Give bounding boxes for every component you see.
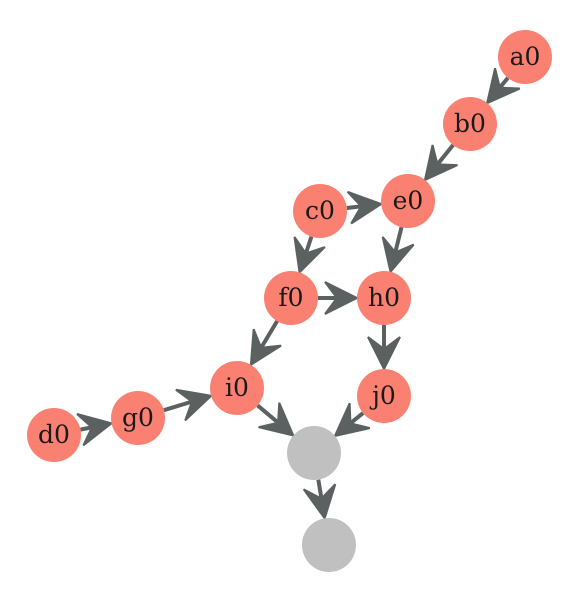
node-b0: b0 — [443, 97, 497, 151]
edge-f0-to-i0 — [249, 320, 282, 367]
node-label: j0 — [369, 381, 396, 410]
node-i0: i0 — [210, 361, 264, 415]
node-label: h0 — [368, 283, 400, 312]
anonymous-node — [302, 518, 356, 572]
node-circle — [111, 391, 165, 445]
node-label: g0 — [122, 403, 154, 432]
node-a0: a0 — [498, 30, 552, 84]
node-h0: h0 — [357, 271, 411, 325]
node-circle — [381, 174, 435, 228]
edge-c0-to-f0 — [293, 235, 326, 275]
node-circle — [210, 361, 264, 415]
node-circle — [302, 518, 356, 572]
edge-a0-to-b0 — [485, 68, 521, 105]
arrowhead-icon — [346, 190, 384, 225]
node-circle — [27, 408, 81, 462]
edge-h0-to-j0 — [367, 325, 401, 372]
edge-e0-to-h0 — [381, 226, 415, 274]
node-circle — [357, 271, 411, 325]
edge-j0-to-n1 — [333, 402, 371, 438]
node-label: b0 — [454, 109, 486, 138]
node-circle — [498, 30, 552, 84]
edge-d0-to-g0 — [76, 413, 114, 447]
arrowhead-icon — [258, 402, 296, 438]
edge-c0-to-e0 — [346, 190, 384, 225]
node-label: i0 — [225, 373, 249, 402]
node-label: e0 — [393, 186, 424, 215]
arrowhead-icon — [293, 236, 326, 275]
node-e0: e0 — [381, 174, 435, 228]
node-d0: d0 — [27, 408, 81, 462]
node-circle — [293, 184, 347, 238]
arrowhead-icon — [302, 483, 337, 521]
nodes-layer: a0 b0 e0 c0 f0 h0 i0 j0 g0 d0 — [27, 30, 552, 572]
node-c0: c0 — [293, 184, 347, 238]
anonymous-node — [287, 426, 341, 480]
node-circle — [287, 426, 341, 480]
edge-n1-to-n2 — [302, 479, 337, 521]
node-circle — [443, 97, 497, 151]
node-label: d0 — [38, 420, 70, 449]
node-label: c0 — [305, 196, 335, 225]
arrowhead-icon — [249, 328, 282, 367]
arrowhead-icon — [423, 144, 458, 182]
node-circle — [264, 271, 318, 325]
edges-layer — [76, 68, 521, 521]
arrowhead-icon — [333, 402, 371, 438]
edge-f0-to-h0 — [318, 281, 360, 315]
node-circle — [357, 369, 411, 423]
edge-i0-to-n1 — [256, 402, 296, 438]
node-j0: j0 — [357, 369, 411, 423]
edge-g0-to-i0 — [163, 388, 214, 422]
arrowhead-icon — [175, 388, 214, 422]
arrowhead-icon — [367, 336, 401, 372]
node-f0: f0 — [264, 271, 318, 325]
node-g0: g0 — [111, 391, 165, 445]
arrowhead-icon — [324, 281, 360, 315]
arrowhead-icon — [76, 413, 114, 447]
node-label: a0 — [510, 42, 541, 71]
arrowhead-icon — [381, 236, 415, 274]
node-label: f0 — [278, 283, 303, 312]
arrowhead-icon — [485, 68, 521, 105]
edge-b0-to-e0 — [423, 143, 458, 182]
